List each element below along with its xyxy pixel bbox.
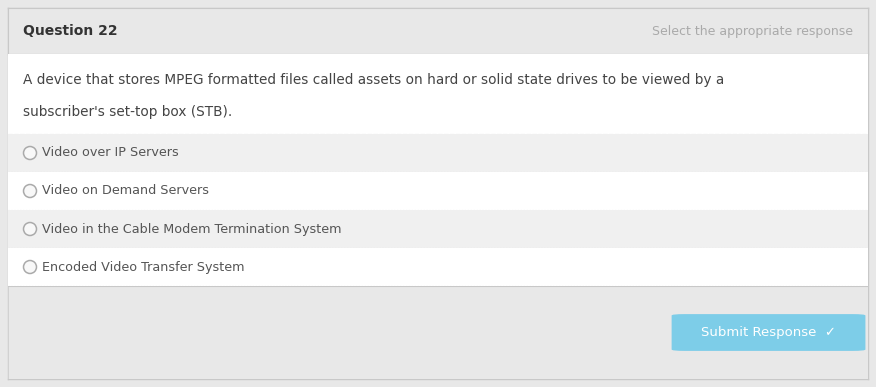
Circle shape: [24, 147, 37, 159]
Circle shape: [24, 185, 37, 197]
Text: Encoded Video Transfer System: Encoded Video Transfer System: [42, 260, 244, 274]
FancyBboxPatch shape: [672, 314, 865, 351]
Text: Video over IP Servers: Video over IP Servers: [42, 147, 179, 159]
Circle shape: [24, 223, 37, 236]
Text: Video in the Cable Modem Termination System: Video in the Cable Modem Termination Sys…: [42, 223, 342, 236]
Text: Select the appropriate response: Select the appropriate response: [652, 24, 852, 38]
Text: A device that stores MPEG formatted files called assets on hard or solid state d: A device that stores MPEG formatted file…: [24, 73, 724, 87]
Circle shape: [24, 260, 37, 274]
Text: subscriber's set-top box (STB).: subscriber's set-top box (STB).: [24, 104, 233, 118]
Text: Question 22: Question 22: [24, 24, 118, 38]
Text: Submit Response  ✓: Submit Response ✓: [701, 326, 836, 339]
Text: Video on Demand Servers: Video on Demand Servers: [42, 185, 209, 197]
